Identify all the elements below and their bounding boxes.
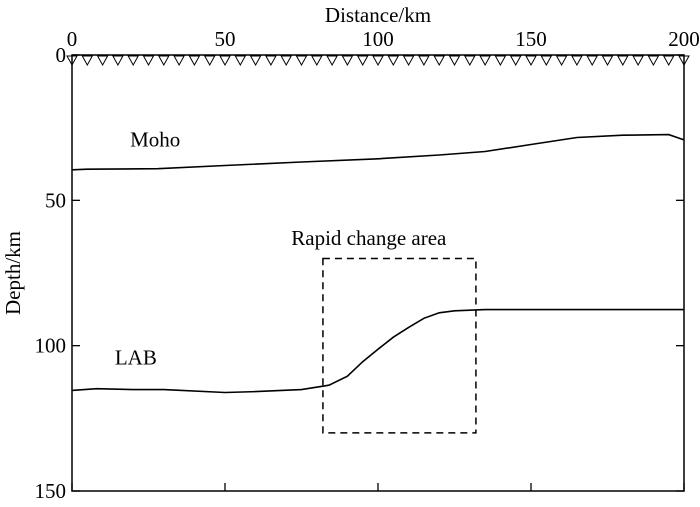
station-marker [571,55,583,67]
station-marker [418,55,430,67]
annotation-label: LAB [115,345,157,369]
station-marker [555,55,568,67]
y-tick-label: 0 [56,43,67,67]
station-marker [662,55,675,67]
highlight-box-layer [322,257,477,434]
station-marker [249,55,262,67]
x-tick-label: 100 [362,27,394,51]
x-axis-title: Distance/km [325,3,431,27]
series-lines [71,133,685,394]
station-marker [265,55,277,67]
station-marker [479,55,491,67]
station-marker [173,55,185,67]
y-tick-label: 100 [35,334,67,358]
x-tick-label: 50 [215,27,236,51]
station-marker [112,55,124,67]
station-marker [601,55,614,67]
station-marker [632,55,644,67]
station-marker [387,55,400,67]
station-marker [295,55,308,67]
station-marker [586,55,599,67]
y-tick-label: 50 [45,188,66,212]
annotation-label: Moho [130,127,180,151]
station-marker [234,55,247,67]
station-marker [356,55,369,67]
station-marker [219,55,231,67]
station-marker [203,55,216,67]
y-tick-label: 150 [35,479,67,503]
station-marker [326,55,338,67]
station-marker [127,55,140,67]
station-marker [142,55,155,67]
station-marker [463,55,476,67]
station-marker [280,55,293,67]
x-tick-label: 0 [67,27,78,51]
station-marker [616,55,629,67]
labels-layer: Moho LAB Rapid change area [115,127,447,369]
station-marker [81,55,94,67]
ticks-layer: 0 50 100 150 200 0 50 100 150 [35,27,700,503]
station-marker [494,55,507,67]
station-marker [96,55,109,67]
series-line-moho [71,133,685,171]
station-marker [372,55,384,67]
rapid-change-box [322,257,477,434]
x-tick-label: 150 [515,27,547,51]
station-marker [341,55,354,67]
station-marker [540,55,553,67]
station-marker [310,55,323,67]
station-markers [66,55,690,67]
station-marker [157,55,170,67]
station-marker [402,55,415,67]
station-marker [509,55,522,67]
station-marker [433,55,446,67]
station-marker [188,55,201,67]
y-axis-title: Depth/km [1,231,25,315]
series-line-lab [71,308,684,394]
station-marker [448,55,461,67]
station-marker [525,55,537,67]
x-tick-label: 200 [668,27,700,51]
annotation-label: Rapid change area [291,226,447,250]
plot-frame [71,54,685,492]
station-marker [647,55,660,67]
